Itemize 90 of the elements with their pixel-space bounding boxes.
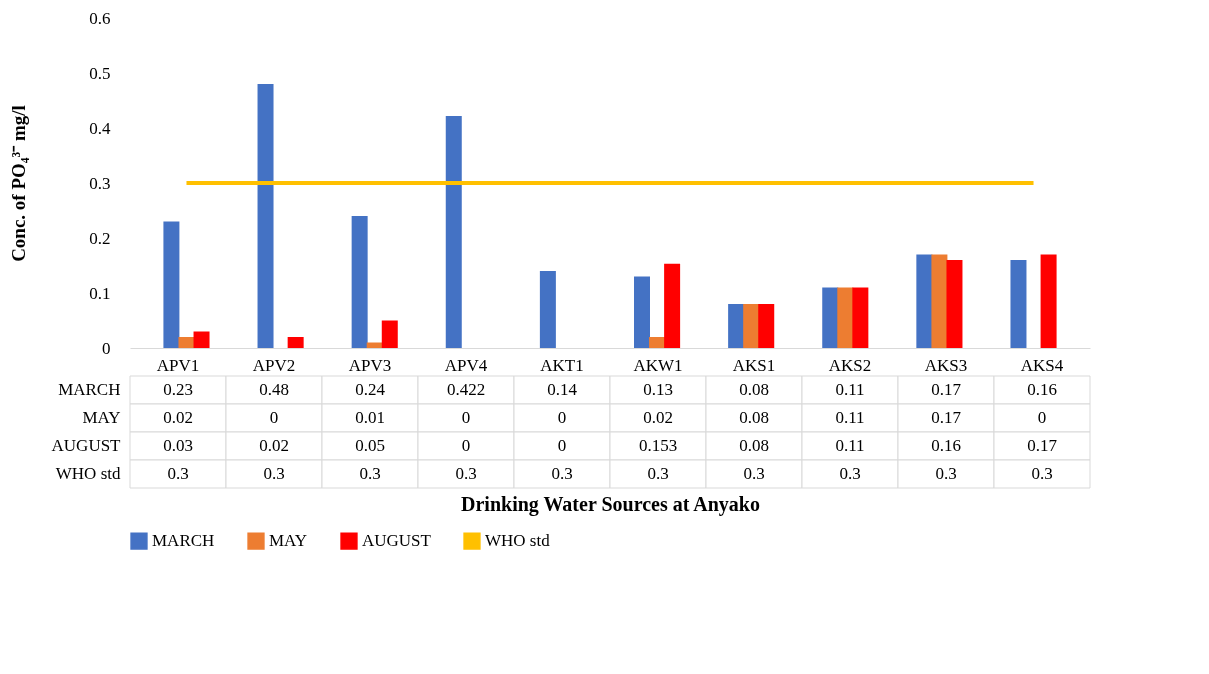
data-label: 0	[557, 408, 567, 427]
text: WHO std	[55, 464, 121, 483]
x-tick-label: AKS1	[732, 355, 776, 375]
text: MARCH	[58, 380, 121, 399]
data-label: 0.3	[359, 464, 381, 483]
data-label: 0.02	[163, 408, 193, 427]
x-tick-label: APV1	[156, 355, 200, 375]
bar	[163, 221, 180, 348]
bar	[837, 287, 854, 348]
data-label: 0.16	[931, 436, 961, 455]
data-label: 0.08	[739, 380, 769, 399]
x-tick-label: APV2	[252, 355, 296, 375]
data-label: 0.05	[355, 436, 385, 455]
data-label: 0.3	[839, 464, 861, 483]
data-label: 0.153	[638, 436, 678, 455]
data-label: 0.13	[643, 380, 673, 399]
legend-label: AUGUST	[362, 531, 432, 551]
y-tick-label: 0.3	[89, 173, 111, 193]
data-label: 0.3	[455, 464, 477, 483]
data-label: 0.23	[163, 380, 193, 399]
data-label: 0.11	[835, 436, 865, 455]
y-tick-label: 0	[102, 338, 111, 358]
legend-label: WHO std	[485, 531, 551, 551]
data-label: 0.422	[446, 380, 486, 399]
bar	[178, 337, 195, 348]
y-tick-label: 0.5	[89, 63, 111, 83]
data-label: 0.17	[1027, 436, 1058, 455]
data-label: 0.3	[551, 464, 573, 483]
x-tick-label: AKS4	[1020, 355, 1064, 375]
data-label: 0.3	[935, 464, 957, 483]
bar	[381, 320, 398, 348]
legend-label: MARCH	[152, 531, 215, 551]
y-tick-label: 0.6	[89, 8, 111, 28]
data-label: 0.03	[163, 436, 193, 455]
bar	[257, 84, 274, 348]
bar	[852, 287, 869, 348]
x-tick-label: AKS3	[924, 355, 968, 375]
data-label: 0.11	[835, 380, 865, 399]
bar	[1010, 260, 1027, 348]
bar	[539, 271, 556, 348]
data-label: 0.3	[743, 464, 765, 483]
text: Drinking Water Sources at Anyako	[461, 492, 760, 516]
x-tick-label: APV4	[444, 355, 488, 375]
data-label: 0.3	[647, 464, 669, 483]
data-label: 0.02	[643, 408, 673, 427]
bar	[822, 287, 839, 348]
x-tick-label: AKT1	[540, 355, 584, 375]
data-label: 0.24	[355, 380, 386, 399]
x-tick-label: AKW1	[633, 355, 683, 375]
legend-label: MAY	[269, 531, 308, 551]
data-label: 0	[557, 436, 567, 455]
data-label: 0.3	[1031, 464, 1053, 483]
bar	[931, 254, 948, 348]
bar	[664, 263, 681, 348]
bar	[351, 216, 368, 348]
bar	[193, 331, 210, 348]
x-tick-label: AKS2	[828, 355, 872, 375]
text: AUGUST	[51, 436, 121, 455]
y-tick-label: 0.1	[89, 283, 111, 303]
data-label: 0.14	[547, 380, 578, 399]
data-label: 0	[1037, 408, 1047, 427]
y-tick-label: 0.2	[89, 228, 111, 248]
bar	[758, 304, 775, 348]
data-label: 0.3	[263, 464, 285, 483]
y-axis-title: Conc. of PO₄³⁻ mg/l	[8, 105, 30, 262]
data-label: 0.08	[739, 408, 769, 427]
data-label: 0.11	[835, 408, 865, 427]
data-label: 0	[269, 408, 279, 427]
bar	[287, 337, 304, 348]
data-label: 0.16	[1027, 380, 1057, 399]
data-label: 0.48	[259, 380, 289, 399]
text: MAY	[82, 408, 121, 427]
bar	[916, 254, 933, 348]
bar	[445, 115, 462, 348]
data-label: 0.17	[931, 380, 962, 399]
data-label: 0	[461, 408, 471, 427]
bar	[1040, 254, 1057, 348]
data-label: 0	[461, 436, 471, 455]
x-tick-label: APV3	[348, 355, 392, 375]
data-label: 0.01	[355, 408, 385, 427]
bar	[946, 260, 963, 348]
data-label: 0.02	[259, 436, 289, 455]
data-label: 0.17	[931, 408, 962, 427]
bar	[649, 337, 666, 348]
data-label: 0.3	[167, 464, 189, 483]
bar	[743, 304, 760, 348]
bar	[728, 304, 745, 348]
y-tick-label: 0.4	[89, 118, 111, 138]
bar	[634, 276, 650, 348]
data-label: 0.08	[739, 436, 769, 455]
